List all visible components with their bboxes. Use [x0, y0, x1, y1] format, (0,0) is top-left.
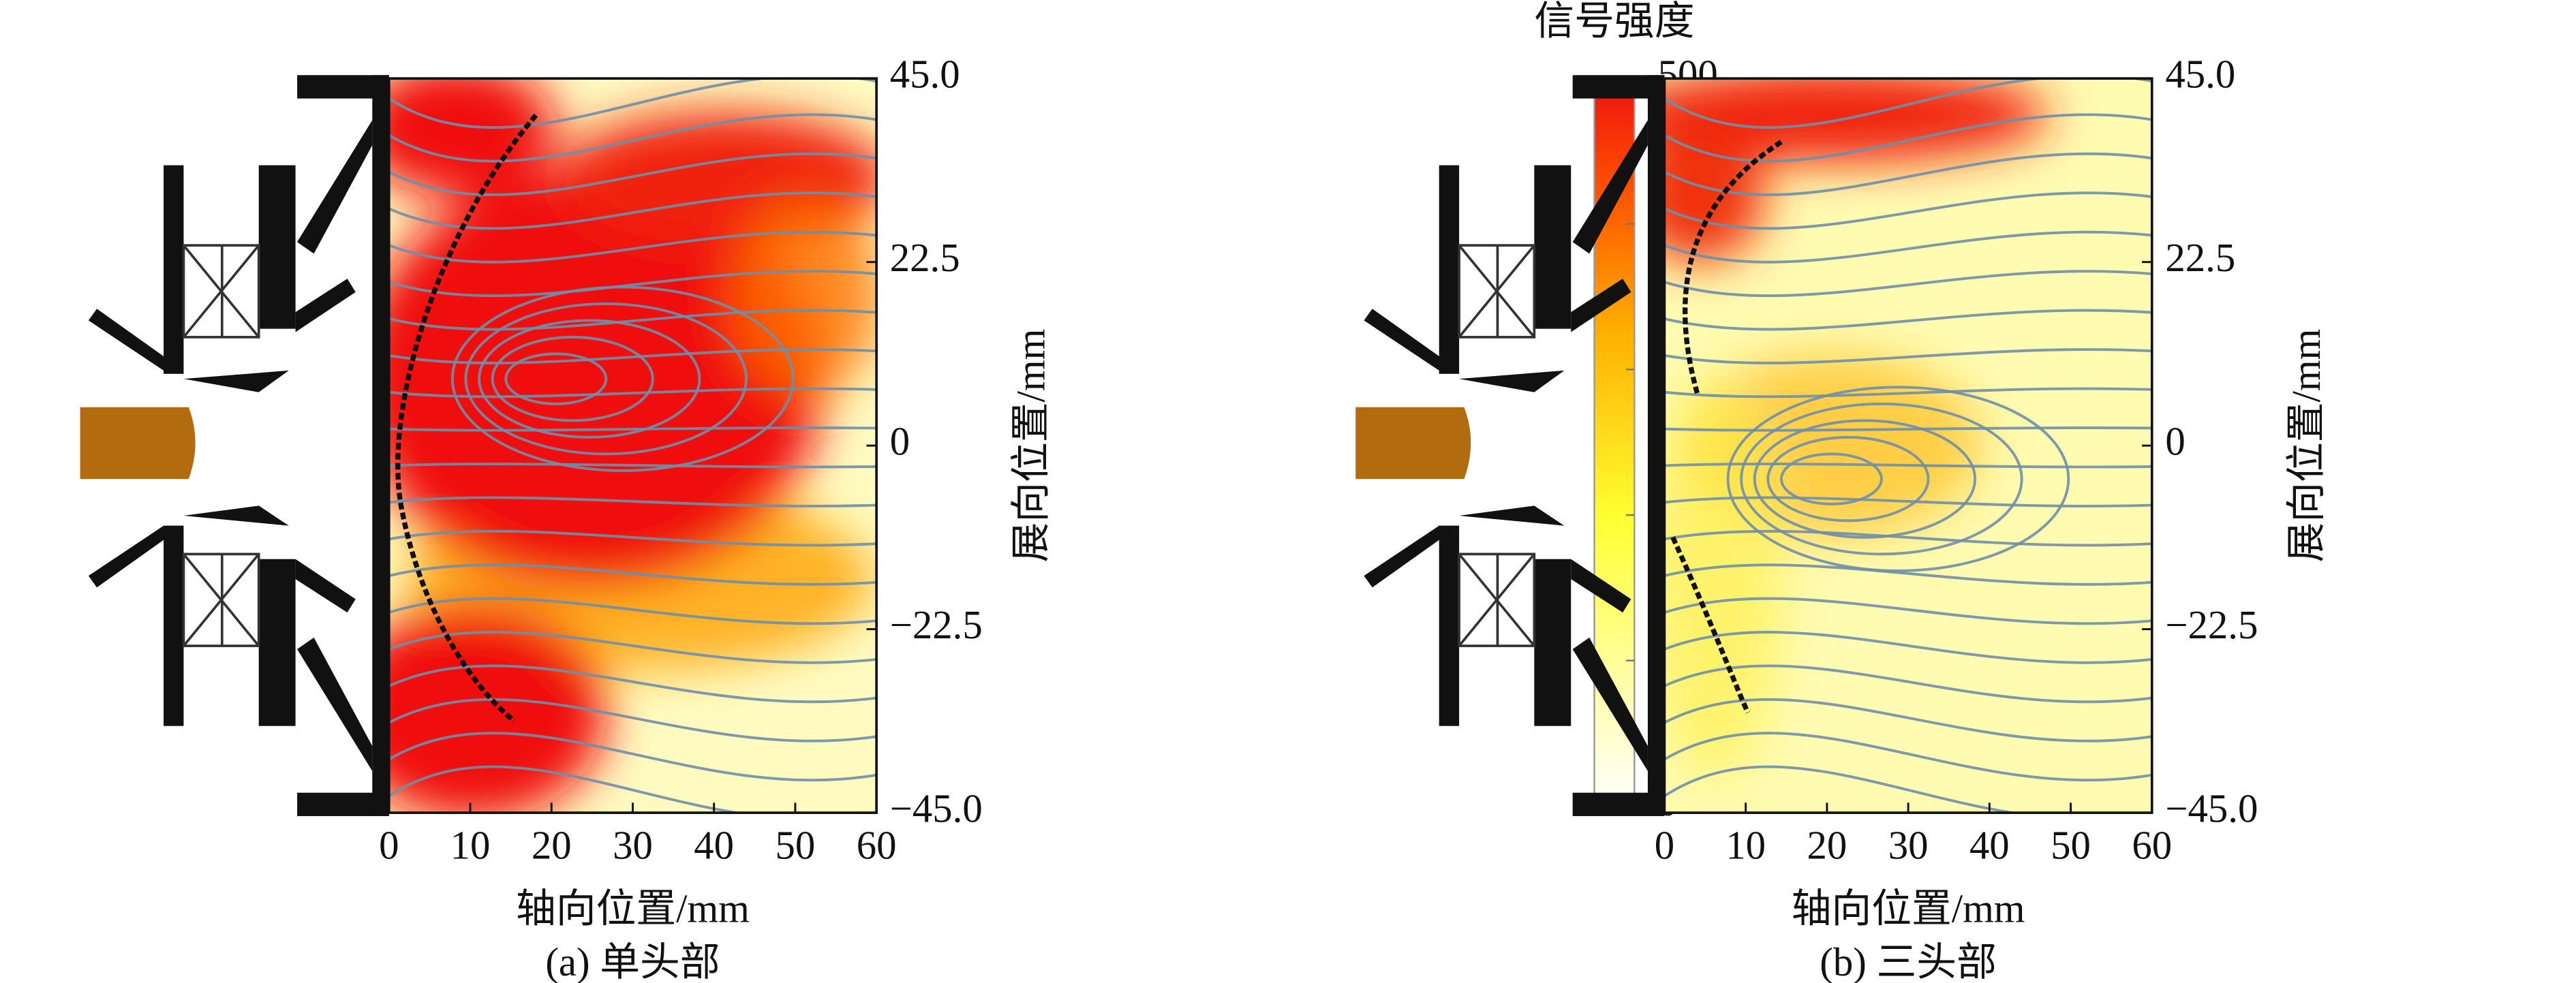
x-tick-label: 40 [694, 823, 734, 867]
streamline [1664, 631, 2152, 664]
streamline [450, 285, 795, 472]
streamline [388, 496, 877, 508]
y-tick-label: −45.0 [2165, 787, 2258, 831]
y-tick-label: 0 [890, 420, 910, 464]
x-tick-label: 60 [857, 823, 897, 867]
streamline [1664, 765, 2152, 813]
streamline [1779, 452, 1883, 505]
streamline [388, 387, 877, 399]
y-tick-label: 22.5 [890, 236, 960, 280]
streamline [1664, 597, 2152, 625]
streamline [1664, 463, 2152, 469]
x-tick-label: 0 [379, 823, 399, 867]
intensity-field [1664, 78, 2152, 813]
streamline [388, 597, 877, 625]
streamline [388, 529, 877, 547]
x-tick-label: 20 [532, 823, 572, 867]
panel-a: 0 10 20 30 40 50 60−45.0 −22.5 0 22.5 45.0 轴向位置/mm (… [78, 0, 1718, 983]
streamline [388, 463, 877, 469]
x-axis-label: 轴向位置/mm [516, 887, 750, 931]
streamline [1664, 387, 2152, 399]
streamline [1726, 386, 2070, 572]
streamline [1664, 78, 2152, 129]
y-tick-label: 45.0 [890, 52, 960, 97]
colorbar-label: 信号强度 [1534, 0, 1694, 43]
streamline [491, 335, 654, 422]
y-tick-label: 0 [2165, 420, 2185, 464]
x-tick-label: 20 [1807, 823, 1847, 867]
y-axis-label: 展向位置/mm [1009, 329, 1053, 563]
streamline [1664, 426, 2152, 432]
x-tick-label: 50 [776, 823, 816, 867]
caption: (a) 单头部 [545, 940, 720, 983]
streamline [1740, 402, 2023, 556]
streamline [388, 563, 877, 586]
streamline [1664, 348, 2152, 364]
x-tick-label: 10 [450, 823, 491, 867]
panel-b: 0 10 20 30 40 50 60−45.0 −22.5 0 22.5 45.0 轴向位置/mm (… [1354, 52, 2329, 983]
streamline [464, 302, 748, 456]
x-tick-label: 30 [613, 823, 653, 867]
streamline [1664, 270, 2152, 298]
y-tick-label: −22.5 [890, 603, 983, 647]
streamline [388, 152, 877, 196]
streamline [1664, 191, 2152, 230]
x-tick-label: 10 [1726, 823, 1766, 867]
streamline [1664, 230, 2152, 264]
streamline [1664, 496, 2152, 508]
streamline [388, 230, 877, 264]
streamline [1664, 309, 2152, 331]
streamline [388, 191, 877, 230]
intensity-field [388, 78, 877, 813]
x-tick-label: 0 [1655, 823, 1674, 867]
streamline [1664, 664, 2152, 704]
x-tick-label: 50 [2051, 823, 2091, 867]
y-tick-label: −22.5 [2165, 603, 2258, 647]
y-tick-label: −45.0 [890, 787, 983, 831]
streamline [1664, 698, 2152, 743]
y-tick-label: 22.5 [2165, 236, 2235, 280]
y-tick-label: 45.0 [2165, 52, 2235, 97]
streamline [388, 426, 877, 432]
x-tick-label: 30 [1888, 823, 1929, 867]
streamline [388, 348, 877, 364]
streamline [478, 319, 701, 439]
streamline [388, 732, 877, 782]
streamline [388, 698, 877, 743]
streamline [1753, 419, 1977, 539]
streamline [1766, 435, 1930, 522]
streamline [388, 113, 877, 163]
streamline [388, 78, 877, 129]
combustor-drawing [78, 74, 390, 817]
y-axis-label: 展向位置/mm [2284, 329, 2329, 563]
streamline [1664, 113, 2152, 163]
streamline [504, 352, 608, 405]
x-tick-label: 60 [2132, 823, 2172, 867]
streamline [1664, 732, 2152, 782]
streamline [388, 765, 876, 813]
x-axis-label: 轴向位置/mm [1792, 887, 2025, 931]
x-tick-label: 40 [1969, 823, 2010, 867]
streamline [388, 664, 877, 704]
caption: (b) 三头部 [1820, 940, 1997, 983]
